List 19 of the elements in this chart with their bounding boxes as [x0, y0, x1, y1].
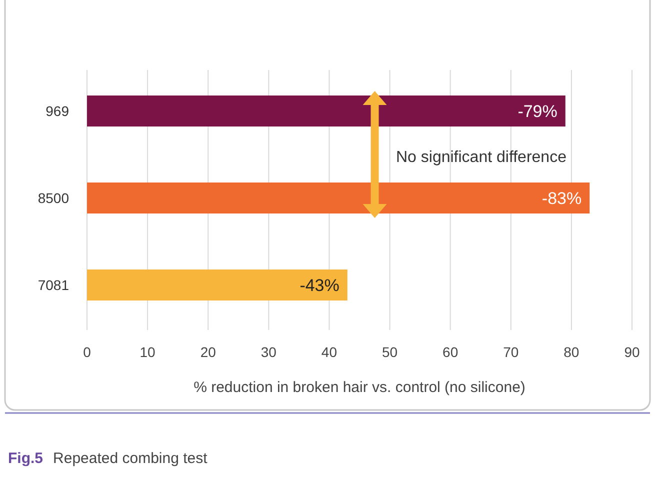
x-tick-label: 70: [503, 344, 519, 360]
x-tick-label: 10: [140, 344, 156, 360]
annotation: No significant difference: [396, 149, 567, 166]
x-tick-label: 80: [564, 344, 580, 360]
x-tick-label: 20: [200, 344, 216, 360]
x-tick-label: 90: [624, 344, 640, 360]
x-tick-label: 60: [442, 344, 458, 360]
data-label: -43%: [300, 276, 340, 295]
x-tick-label: 40: [321, 344, 338, 360]
y-tick-label: 969: [46, 103, 70, 119]
x-tick-label: 0: [83, 344, 92, 360]
y-tick-label: 7081: [38, 277, 70, 293]
x-axis-title: % reduction in broken hair vs. control (no silicone): [194, 379, 526, 396]
data-label: -79%: [518, 102, 558, 121]
y-tick-label: 8500: [38, 190, 70, 206]
x-tick-label: 50: [382, 344, 398, 360]
data-label: -83%: [542, 189, 582, 208]
x-tick-label: 30: [260, 344, 277, 360]
caption: Fig.5 Repeated combing test: [8, 450, 208, 467]
